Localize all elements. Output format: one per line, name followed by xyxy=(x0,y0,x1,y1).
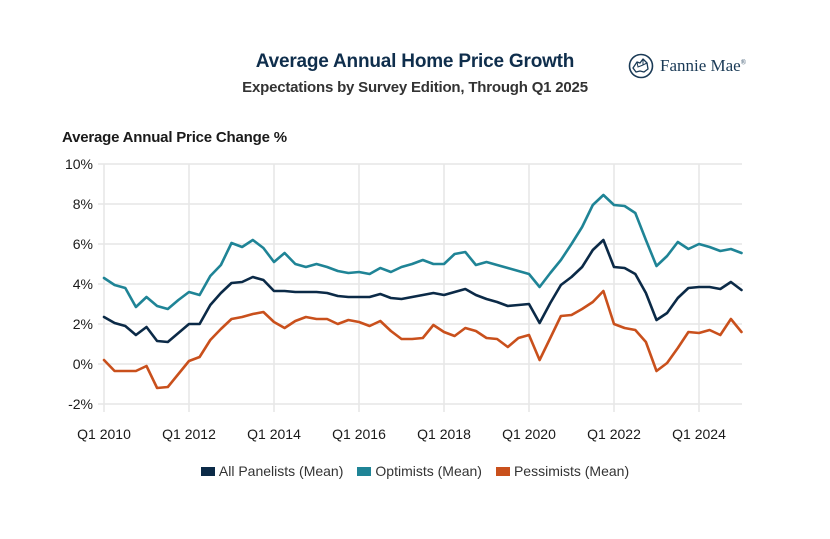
y-tick-label: -2% xyxy=(68,396,93,412)
x-tick-label: Q1 2014 xyxy=(247,426,301,442)
x-tick-label: Q1 2024 xyxy=(672,426,726,442)
series-line-pessimists xyxy=(102,289,743,390)
x-tick-label: Q1 2012 xyxy=(162,426,216,442)
fannie-mae-logo: Fannie Mae® xyxy=(628,53,746,79)
fannie-mae-house-icon xyxy=(628,53,654,79)
y-axis-title: Average Annual Price Change % xyxy=(62,129,287,146)
legend-item-optimists: Optimists (Mean) xyxy=(357,463,482,479)
x-tick-label: Q1 2018 xyxy=(417,426,471,442)
brand-name: Fannie Mae® xyxy=(660,56,747,75)
x-tick-label: Q1 2016 xyxy=(332,426,386,442)
registered-mark: ® xyxy=(740,58,747,67)
y-tick-label: 2% xyxy=(73,316,93,332)
x-tick-label: Q1 2020 xyxy=(502,426,556,442)
legend-item-all-panelists: All Panelists (Mean) xyxy=(200,463,344,479)
y-tick-label: 0% xyxy=(73,356,93,372)
x-tick-labels: Q1 2010 Q1 2012 Q1 2014 Q1 2016 Q1 2018 Q1 20… xyxy=(77,426,726,442)
legend-label: Pessimists (Mean) xyxy=(513,463,630,479)
legend-swatch-all xyxy=(200,466,215,476)
legend-swatch-optimists xyxy=(357,466,372,476)
chart-subtitle: Expectations by Survey Edition, Through … xyxy=(242,79,588,96)
y-tick-label: 4% xyxy=(73,276,93,292)
y-tick-label: 6% xyxy=(73,236,93,252)
x-tick-label: Q1 2022 xyxy=(587,426,641,442)
series-line-optimists xyxy=(102,193,743,311)
legend-label: Optimists (Mean) xyxy=(375,463,482,479)
legend-label: All Panelists (Mean) xyxy=(218,463,344,479)
y-tick-label: 8% xyxy=(73,196,93,212)
series-lines xyxy=(102,193,743,390)
legend: All Panelists (Mean) Optimists (Mean) Pe… xyxy=(0,463,830,479)
legend-swatch-pessimists xyxy=(495,466,510,476)
x-tick-label: Q1 2010 xyxy=(77,426,131,442)
y-tick-labels: 10% 8% 6% 4% 2% 0% -2% xyxy=(65,156,93,412)
y-tick-label: 10% xyxy=(65,156,93,172)
legend-item-pessimists: Pessimists (Mean) xyxy=(495,463,630,479)
gridlines xyxy=(98,163,742,412)
chart-title: Average Annual Home Price Growth xyxy=(255,51,575,72)
series-line-all xyxy=(102,238,743,344)
